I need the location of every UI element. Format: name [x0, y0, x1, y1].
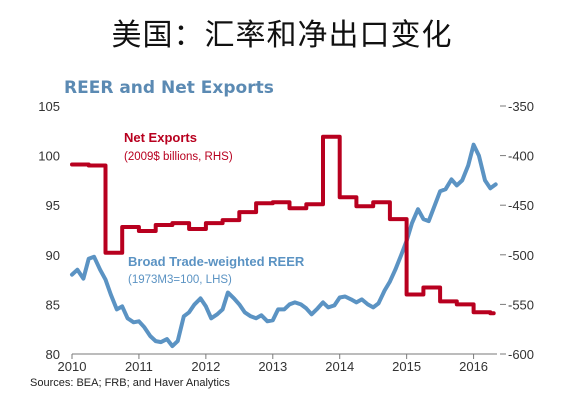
source-note: Sources: BEA; FRB; and Haver Analytics [30, 377, 230, 389]
x-tick-label: 2014 [325, 359, 354, 374]
x-tick-label: 2015 [392, 359, 421, 374]
series-line-net-exports [70, 134, 496, 316]
y-right-tick-label: -600 [508, 347, 534, 362]
y-right-tick-label: -350 [508, 99, 534, 114]
series-label-net-exports: Net Exports (2009$ billions, RHS) [124, 130, 233, 163]
y-left-tick-label: 95 [46, 198, 60, 213]
x-tick-label: 2013 [258, 359, 287, 374]
chart-series [70, 134, 498, 349]
y-right-tick-label: -550 [508, 297, 534, 312]
series-label-reer: Broad Trade-weighted REER (1973M3=100, L… [128, 254, 305, 286]
chart-title: REER and Net Exports [64, 78, 274, 98]
net-exports-note: (2009$ billions, RHS) [124, 151, 233, 163]
x-tick-label: 2010 [58, 359, 87, 374]
y-left-tick-label: 105 [38, 99, 60, 114]
y-right-tick-label: -450 [508, 198, 534, 213]
chart-axes: 2010 2011 2012 2013 2014 2015 2016 105 100 95 90 85… [38, 99, 534, 374]
x-tick-label: 2016 [459, 359, 488, 374]
y-left-tick-label: 90 [46, 248, 60, 263]
reer-label: Broad Trade-weighted REER [128, 254, 305, 269]
y-left-tick-label: 100 [38, 149, 60, 164]
net-exports-label: Net Exports [124, 130, 197, 145]
y-left-tick-label: 85 [46, 297, 60, 312]
y-right-tick-label: -500 [508, 248, 534, 263]
x-tick-label: 2011 [125, 359, 153, 374]
x-tick-label: 2012 [191, 359, 220, 374]
series-line-reer [70, 142, 498, 349]
y-left-tick-label: 80 [46, 347, 60, 362]
slide-title: 美国：汇率和净出口变化 [111, 18, 453, 53]
reer-note: (1973M3=100, LHS) [128, 274, 232, 286]
y-right-tick-label: -400 [508, 149, 534, 164]
